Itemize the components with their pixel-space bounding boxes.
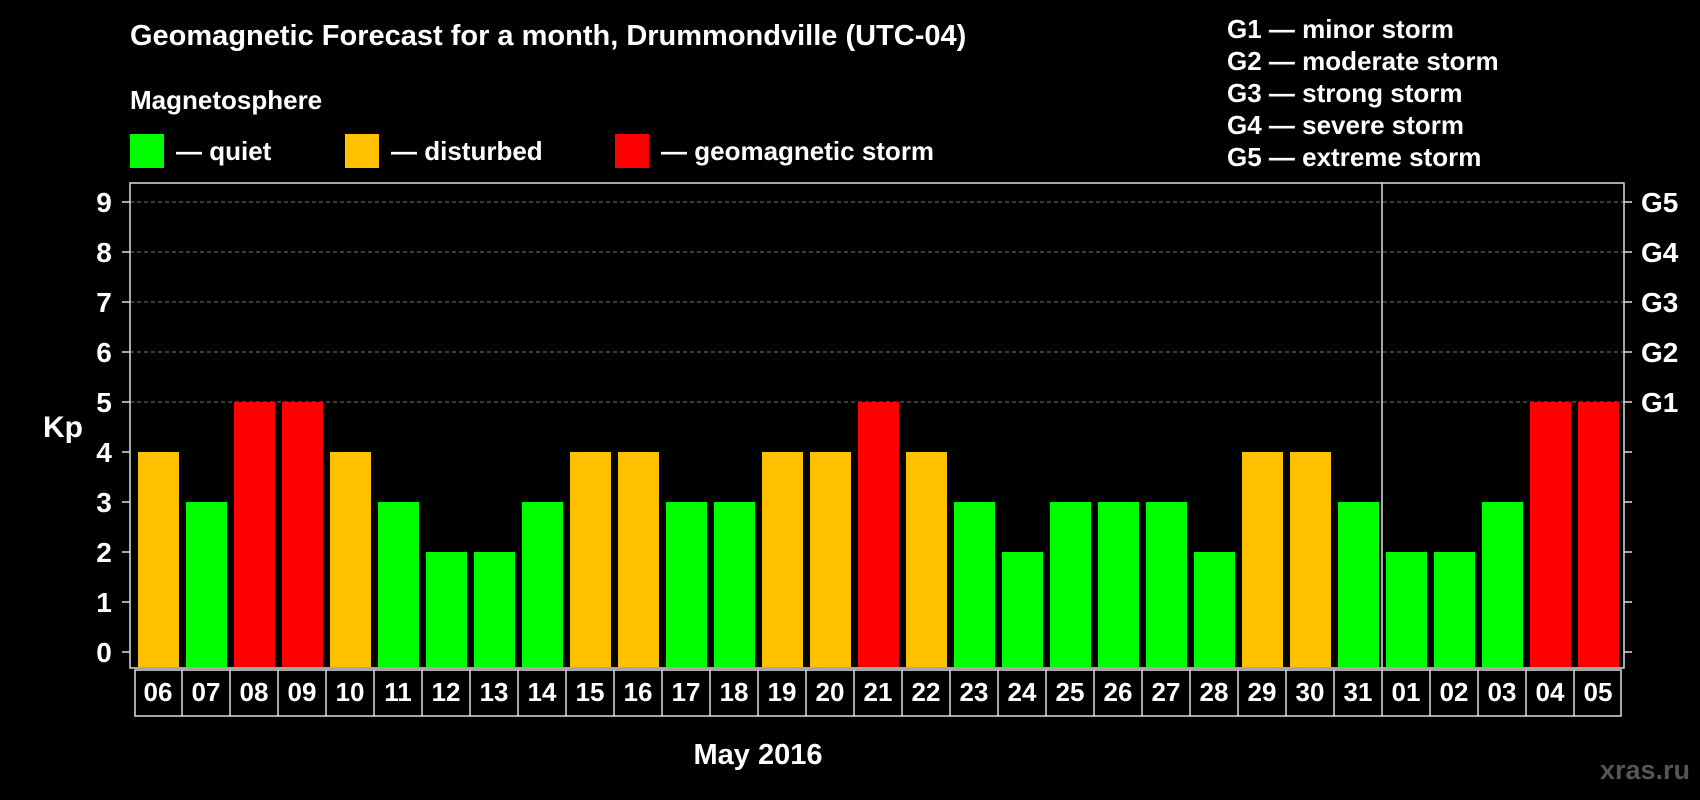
x-tick-label-29: 29 xyxy=(1248,677,1277,707)
bar-23 xyxy=(954,502,995,667)
bar-27 xyxy=(1146,502,1187,667)
bar-25 xyxy=(1050,502,1091,667)
legend-storm-swatch xyxy=(615,134,649,168)
x-tick-label-06: 06 xyxy=(144,677,173,707)
y-axis-title: Kp xyxy=(43,411,83,444)
legend-quiet: — quiet xyxy=(130,134,271,168)
legend-quiet-label: — quiet xyxy=(176,135,272,166)
legend-disturbed-label: — disturbed xyxy=(391,135,543,166)
y-tick-label-0: 0 xyxy=(96,637,112,668)
bar-18 xyxy=(714,502,755,667)
bar-08 xyxy=(234,402,275,667)
legend-disturbed: — disturbed xyxy=(345,134,543,168)
x-tick-label-13: 13 xyxy=(480,677,509,707)
bar-06 xyxy=(138,452,179,667)
legend-storm-label: — geomagnetic storm xyxy=(661,135,935,166)
y-tick-label-1: 1 xyxy=(96,587,112,618)
storm-level-g5: G5 — extreme storm xyxy=(1227,142,1482,172)
bar-09 xyxy=(282,402,323,667)
y-tick-label-2: 2 xyxy=(96,537,112,568)
chart-subtitle: Magnetosphere xyxy=(130,85,323,115)
right-axis-label-G1: G1 xyxy=(1641,387,1678,418)
x-tick-label-20: 20 xyxy=(816,677,845,707)
bar-03 xyxy=(1482,502,1523,667)
bar-21 xyxy=(858,402,899,667)
legend-disturbed-swatch xyxy=(345,134,379,168)
right-axis-label-G2: G2 xyxy=(1641,337,1678,368)
x-tick-label-15: 15 xyxy=(576,677,605,707)
watermark: xras.ru xyxy=(1599,755,1690,785)
right-axis-label-G3: G3 xyxy=(1641,287,1678,318)
x-tick-label-18: 18 xyxy=(720,677,749,707)
bar-19 xyxy=(762,452,803,667)
storm-level-g1: G1 — minor storm xyxy=(1227,14,1454,44)
x-tick-label-31: 31 xyxy=(1344,677,1373,707)
chart-title: Geomagnetic Forecast for a month, Drummo… xyxy=(130,20,967,52)
x-tick-label-04: 04 xyxy=(1536,677,1565,707)
x-tick-label-25: 25 xyxy=(1056,677,1085,707)
x-tick-label-01: 01 xyxy=(1392,677,1421,707)
x-tick-label-16: 16 xyxy=(624,677,653,707)
bar-24 xyxy=(1002,552,1043,667)
bar-14 xyxy=(522,502,563,667)
x-tick-label-03: 03 xyxy=(1488,677,1517,707)
y-tick-label-6: 6 xyxy=(96,337,112,368)
x-tick-label-27: 27 xyxy=(1152,677,1181,707)
bar-20 xyxy=(810,452,851,667)
x-tick-label-02: 02 xyxy=(1440,677,1469,707)
storm-level-g2: G2 — moderate storm xyxy=(1227,46,1499,76)
x-tick-label-11: 11 xyxy=(384,677,412,707)
storm-level-g4: G4 — severe storm xyxy=(1227,110,1465,140)
x-tick-label-22: 22 xyxy=(912,677,941,707)
bar-22 xyxy=(906,452,947,667)
x-tick-label-08: 08 xyxy=(240,677,269,707)
y-tick-label-4: 4 xyxy=(96,437,112,468)
y-tick-label-8: 8 xyxy=(96,237,112,268)
bar-17 xyxy=(666,502,707,667)
y-tick-label-3: 3 xyxy=(96,487,112,518)
x-tick-label-21: 21 xyxy=(864,677,893,707)
plot-frame xyxy=(129,182,1625,669)
bar-05 xyxy=(1578,402,1619,667)
bar-15 xyxy=(570,452,611,667)
x-label-row xyxy=(134,669,1622,717)
bar-01 xyxy=(1386,552,1427,667)
bar-12 xyxy=(426,552,467,667)
y-tick-label-5: 5 xyxy=(96,387,112,418)
x-tick-label-23: 23 xyxy=(960,677,989,707)
x-tick-label-09: 09 xyxy=(288,677,317,707)
right-axis-label-G5: G5 xyxy=(1641,187,1678,218)
x-tick-label-05: 05 xyxy=(1584,677,1613,707)
x-tick-label-12: 12 xyxy=(432,677,461,707)
x-tick-label-10: 10 xyxy=(336,677,365,707)
x-tick-label-14: 14 xyxy=(528,677,557,707)
right-axis-label-G4: G4 xyxy=(1641,237,1679,268)
bar-04 xyxy=(1530,402,1571,667)
x-axis-title: May 2016 xyxy=(694,739,823,771)
storm-level-g3: G3 — strong storm xyxy=(1227,78,1463,108)
bar-28 xyxy=(1194,552,1235,667)
bar-07 xyxy=(186,502,227,667)
y-tick-label-7: 7 xyxy=(96,287,112,318)
legend-storm: — geomagnetic storm xyxy=(615,134,934,168)
x-tick-label-26: 26 xyxy=(1104,677,1133,707)
bar-26 xyxy=(1098,502,1139,667)
bar-29 xyxy=(1242,452,1283,667)
x-tick-label-17: 17 xyxy=(672,677,701,707)
bar-02 xyxy=(1434,552,1475,667)
y-tick-label-9: 9 xyxy=(96,187,112,218)
x-tick-label-30: 30 xyxy=(1296,677,1325,707)
bar-30 xyxy=(1290,452,1331,667)
legend-quiet-swatch xyxy=(130,134,164,168)
bar-16 xyxy=(618,452,659,667)
bar-13 xyxy=(474,552,515,667)
x-tick-label-28: 28 xyxy=(1200,677,1229,707)
x-tick-label-19: 19 xyxy=(768,677,797,707)
x-tick-label-24: 24 xyxy=(1008,677,1037,707)
bar-10 xyxy=(330,452,371,667)
x-tick-label-07: 07 xyxy=(192,677,221,707)
bar-11 xyxy=(378,502,419,667)
bar-31 xyxy=(1338,502,1379,667)
